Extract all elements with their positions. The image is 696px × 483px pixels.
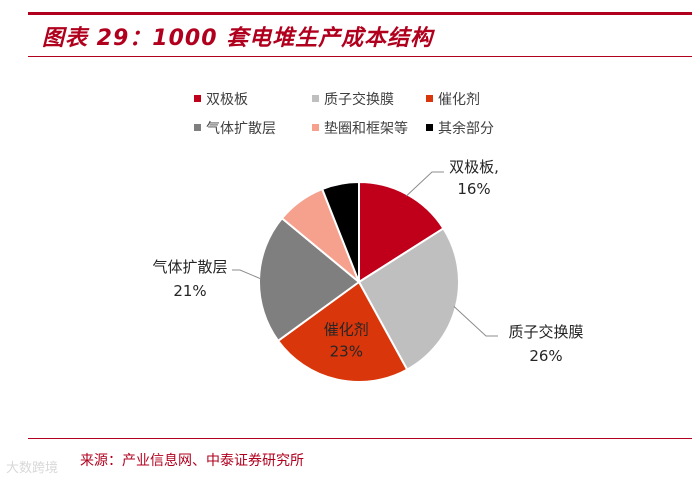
leader-line-4 [232, 269, 262, 280]
slice-6 [321, 181, 360, 283]
title-bottom-rule [28, 56, 692, 57]
source-note: 来源：产业信息网、中泰证券研究所 [80, 453, 304, 469]
slice-1 [358, 181, 445, 283]
data-label-value-1: 16% [457, 180, 490, 198]
leader-lines [232, 171, 498, 337]
pie-slices [258, 181, 460, 383]
chart-title: 图表 29：1000 套电堆生产成本结构 [42, 26, 434, 51]
data-label-name-4: 气体扩散层 [152, 258, 227, 276]
leader-line-2 [453, 306, 498, 337]
legend-label-4: 气体扩散层 [206, 121, 276, 137]
watermark: 大数跨境 [6, 461, 59, 476]
legend-swatch-2 [312, 95, 319, 102]
legend-swatch-3 [426, 95, 433, 102]
source-rule [28, 438, 692, 439]
legend-swatch-6 [426, 124, 433, 131]
slice-2 [358, 227, 460, 371]
data-label-name-1: 双极板, [449, 158, 499, 176]
legend-label-1: 双极板 [206, 92, 248, 108]
data-label-value-3: 23% [330, 343, 363, 361]
legend-swatch-4 [194, 124, 201, 131]
legend-label-5: 垫圈和框架等 [324, 120, 408, 137]
legend-swatch-1 [194, 95, 201, 102]
data-label-name-2: 质子交换膜 [508, 323, 583, 341]
data-label-value-2: 26% [529, 347, 562, 365]
slice-3 [277, 281, 409, 383]
legend-label-3: 催化剂 [438, 92, 480, 108]
legend-swatch-5 [312, 124, 319, 131]
data-labels: 双极板, 16% 质子交换膜 26% 催化剂 23% 气体扩散层 21% [152, 158, 583, 365]
legend-label-6: 其余部分 [438, 120, 494, 137]
leader-line-1 [405, 171, 444, 197]
slice-4 [258, 217, 360, 342]
data-label-name-3: 催化剂 [324, 321, 369, 339]
title-top-rule [28, 12, 692, 15]
legend-label-2: 质子交换膜 [324, 91, 394, 108]
data-label-value-4: 21% [173, 282, 206, 300]
